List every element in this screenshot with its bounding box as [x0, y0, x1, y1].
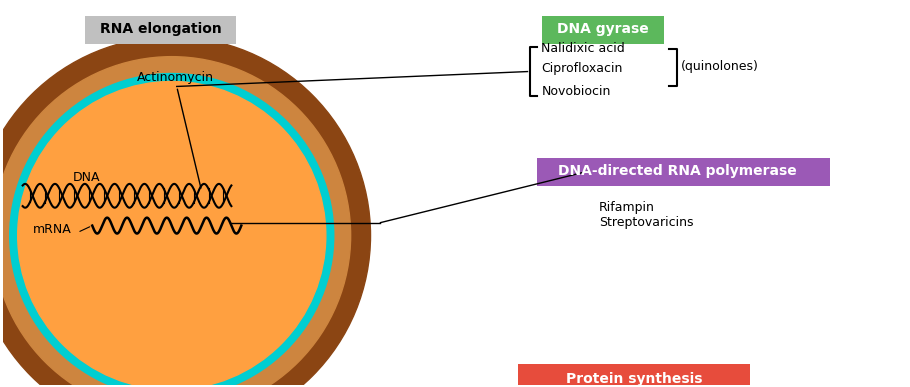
Text: Novobiocin: Novobiocin [541, 85, 611, 98]
Text: Streptovaricins: Streptovaricins [599, 216, 693, 229]
Text: mRNA: mRNA [33, 223, 71, 236]
FancyBboxPatch shape [538, 158, 830, 186]
FancyBboxPatch shape [542, 16, 663, 44]
Circle shape [17, 82, 326, 387]
Text: Protein synthesis: Protein synthesis [566, 372, 703, 386]
Text: RNA elongation: RNA elongation [100, 22, 222, 36]
Text: DNA: DNA [73, 171, 100, 184]
FancyBboxPatch shape [86, 16, 237, 44]
Text: Rifampin: Rifampin [599, 201, 655, 214]
Text: Actinomycin: Actinomycin [137, 72, 214, 84]
Circle shape [10, 74, 334, 387]
Circle shape [0, 57, 350, 387]
Text: DNA gyrase: DNA gyrase [557, 22, 649, 36]
Text: Nalidixic acid: Nalidixic acid [541, 42, 625, 55]
FancyBboxPatch shape [518, 364, 750, 387]
Text: (quinolones): (quinolones) [681, 60, 758, 73]
Text: DNA-directed RNA polymerase: DNA-directed RNA polymerase [558, 164, 797, 178]
Text: Ciprofloxacin: Ciprofloxacin [541, 62, 622, 75]
Circle shape [0, 37, 370, 387]
